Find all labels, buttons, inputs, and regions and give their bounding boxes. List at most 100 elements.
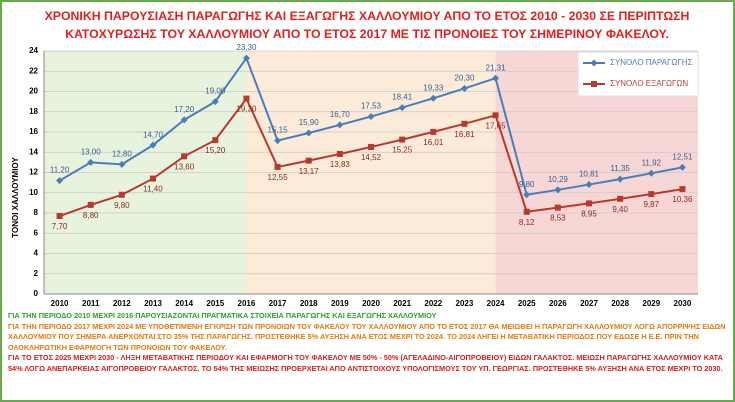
data-label: 15,15 xyxy=(268,126,289,135)
x-tick-label: 2017 xyxy=(269,299,287,308)
y-tick-label: 6 xyxy=(34,228,39,237)
marker xyxy=(180,116,188,124)
marker xyxy=(679,186,686,193)
data-label: 13,60 xyxy=(174,162,195,171)
x-tick-label: 2022 xyxy=(424,299,442,308)
data-label: 13,17 xyxy=(299,167,320,176)
marker xyxy=(523,191,531,199)
marker xyxy=(336,121,344,129)
marker xyxy=(212,137,219,144)
marker xyxy=(367,113,375,121)
y-tick-label: 12 xyxy=(29,168,38,177)
marker xyxy=(150,175,156,182)
notes: ΓΙΑ ΤΗΝ ΠΕΡΙΟΔΟ 2010 ΜΕΧΡΙ 2016 ΠΑΡΟΥΣΙΑ… xyxy=(8,311,730,375)
data-label: 11,92 xyxy=(642,158,662,167)
marker xyxy=(678,163,686,171)
marker xyxy=(585,181,593,189)
y-tick-label: 4 xyxy=(34,249,39,258)
x-tick-label: 2030 xyxy=(674,299,692,308)
data-label: 8,80 xyxy=(83,211,99,220)
data-label: 10,36 xyxy=(672,195,693,204)
data-label: 19,33 xyxy=(423,83,444,92)
x-tick-label: 2019 xyxy=(331,299,349,308)
y-tick-label: 14 xyxy=(29,147,38,156)
marker xyxy=(399,136,406,143)
y-tick-label: 24 xyxy=(29,46,38,55)
data-label: 17,65 xyxy=(486,121,507,130)
data-label: 12,51 xyxy=(672,152,693,161)
marker xyxy=(274,137,282,145)
marker xyxy=(56,177,64,185)
x-tick-label: 2025 xyxy=(518,299,536,308)
data-label: 14,70 xyxy=(143,130,164,139)
marker xyxy=(56,213,63,220)
data-label: 9,40 xyxy=(612,205,628,214)
legend-marker xyxy=(590,59,598,67)
marker xyxy=(492,112,499,119)
x-tick-label: 2029 xyxy=(642,299,660,308)
marker xyxy=(398,104,406,112)
marker xyxy=(616,175,624,183)
marker xyxy=(274,163,281,170)
marker xyxy=(243,95,250,102)
legend-box xyxy=(577,51,699,97)
x-tick-label: 2018 xyxy=(300,299,318,308)
note: ΓΙΑ ΤΟ ΕΤΟΣ 2025 ΜΕΧΡΙ 2030 - ΛΗΞΗ ΜΕΤΑΒ… xyxy=(8,353,723,373)
x-tick-label: 2016 xyxy=(238,299,256,308)
x-tick-label: 2010 xyxy=(51,299,69,308)
data-label: 17,20 xyxy=(174,105,195,114)
x-tick-label: 2028 xyxy=(611,299,629,308)
legend-marker xyxy=(591,81,597,87)
marker xyxy=(242,54,250,62)
marker xyxy=(368,143,374,150)
legend-label: ΣΥΝΟΛΟ ΠΑΡΑΓΩΓΗΣ xyxy=(610,58,693,67)
marker xyxy=(118,160,126,168)
data-label: 13,83 xyxy=(330,160,351,169)
marker xyxy=(149,141,157,149)
x-tick-label: 2014 xyxy=(175,299,193,308)
data-label: 8,12 xyxy=(519,218,535,227)
data-label: 15,25 xyxy=(392,146,413,155)
data-label: 16,81 xyxy=(454,130,475,139)
marker xyxy=(461,120,468,127)
marker xyxy=(586,200,592,207)
data-label: 16,01 xyxy=(423,138,444,147)
marker xyxy=(523,208,530,215)
x-tick-label: 2011 xyxy=(82,299,100,308)
marker xyxy=(305,157,312,164)
y-tick-label: 8 xyxy=(34,208,39,217)
x-tick-label: 2026 xyxy=(549,299,567,308)
data-label: 11,40 xyxy=(143,185,163,194)
data-label: 10,29 xyxy=(548,175,569,184)
data-label: 7,70 xyxy=(52,222,68,231)
marker xyxy=(429,94,437,102)
data-label: 11,35 xyxy=(610,164,630,173)
marker xyxy=(460,84,468,92)
note: ΓΙΑ ΤΗΝ ΠΕΡΙΟΔΟ 2010 ΜΕΧΡΙ 2016 ΠΑΡΟΥΣΙΑ… xyxy=(8,311,437,320)
x-tick-label: 2013 xyxy=(144,299,162,308)
x-tick-label: 2012 xyxy=(113,299,131,308)
marker xyxy=(492,74,500,82)
y-tick-label: 10 xyxy=(29,188,38,197)
marker xyxy=(87,158,95,166)
marker xyxy=(648,191,655,198)
marker xyxy=(87,201,94,208)
marker xyxy=(118,191,125,198)
data-label: 21,31 xyxy=(486,63,507,72)
data-label: 16,70 xyxy=(330,110,351,119)
marker xyxy=(211,98,219,106)
marker xyxy=(336,150,343,157)
x-tick-label: 2027 xyxy=(580,299,598,308)
data-label: 8,95 xyxy=(581,209,597,218)
marker xyxy=(554,204,561,211)
marker xyxy=(305,129,313,137)
data-label: 23,30 xyxy=(236,43,257,52)
marker xyxy=(181,153,188,160)
data-label: 8,53 xyxy=(550,214,566,223)
y-tick-label: 0 xyxy=(34,289,39,298)
marker xyxy=(647,169,655,177)
x-tick-label: 2023 xyxy=(456,299,474,308)
data-label: 9,80 xyxy=(519,180,535,189)
data-label: 12,80 xyxy=(112,150,133,159)
